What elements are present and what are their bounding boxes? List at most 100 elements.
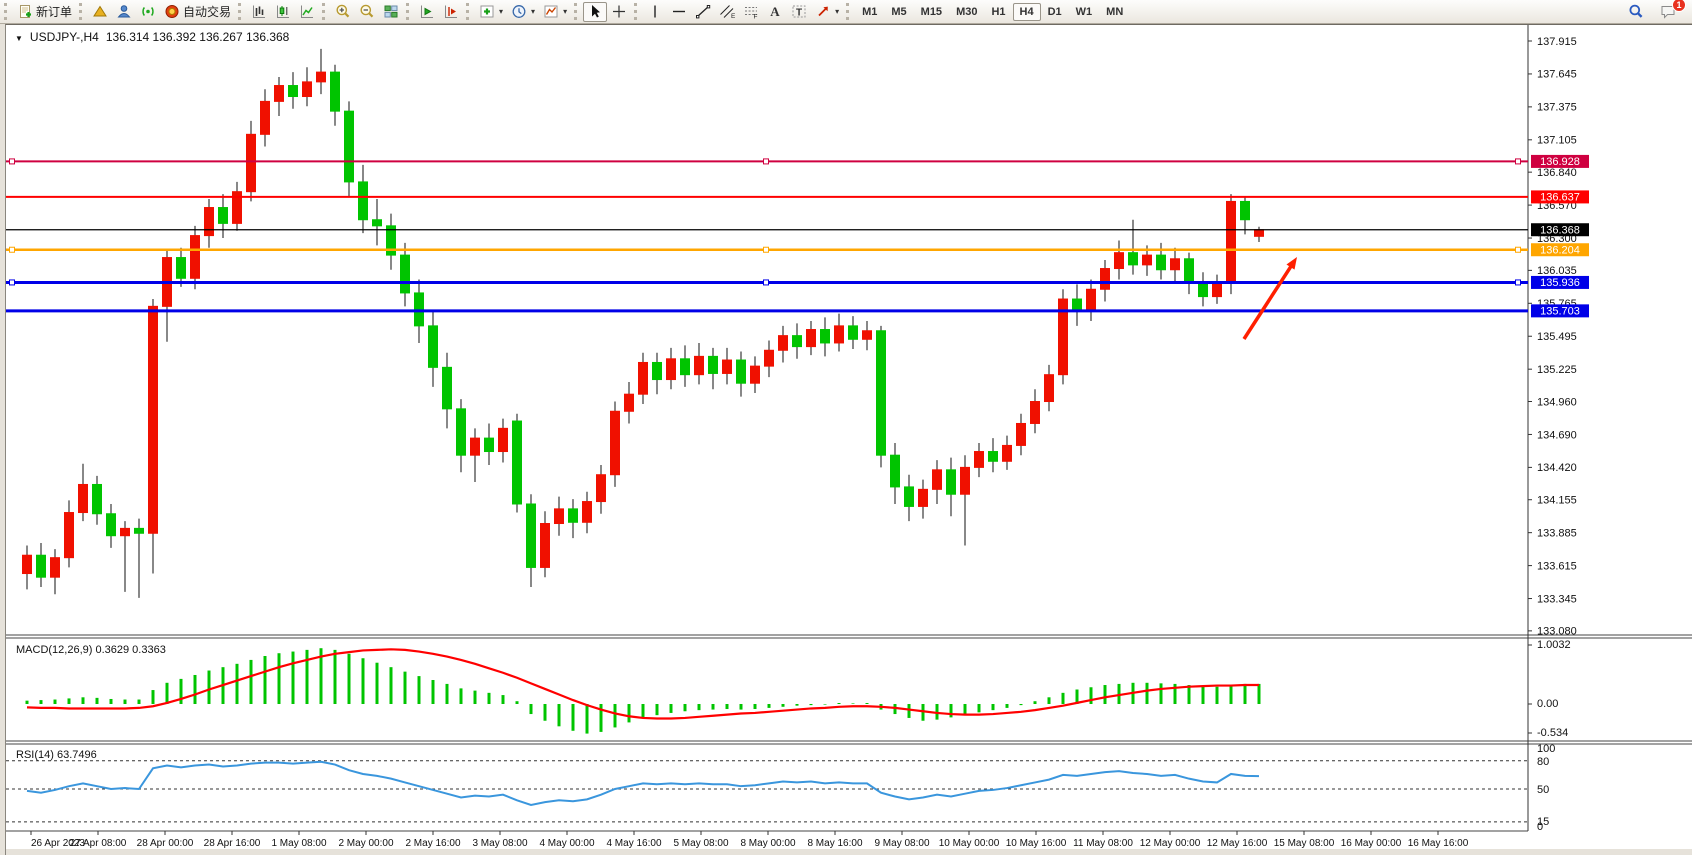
timeframe-button-d1[interactable]: D1 — [1047, 5, 1062, 18]
arrows-tool-button[interactable]: ▾ — [811, 2, 843, 22]
candle-up — [50, 557, 60, 578]
search-button[interactable] — [1624, 2, 1648, 22]
timeframe-button-h1[interactable]: H1 — [991, 5, 1006, 18]
candle-down — [484, 437, 494, 453]
templates-icon — [543, 4, 559, 19]
price-tick-label: 133.615 — [1537, 560, 1577, 572]
bar-chart-button[interactable] — [247, 2, 271, 22]
indicators-button[interactable]: ▾ — [475, 2, 507, 22]
crosshair-tool-button[interactable] — [607, 2, 631, 22]
candle-up — [932, 469, 942, 490]
candle-down — [988, 451, 998, 462]
price-tick-label: 137.105 — [1537, 135, 1577, 147]
candle-down — [1198, 281, 1208, 298]
macd-label: MACD(12,26,9) 0.3629 0.3363 — [16, 644, 166, 656]
candle-down — [890, 454, 900, 488]
rsi-line — [26, 760, 1260, 807]
tile-windows-button[interactable] — [379, 2, 403, 22]
hline-handle[interactable] — [9, 279, 15, 286]
vertical-line-tool-button[interactable] — [643, 2, 667, 22]
timeframe-button-mn[interactable]: MN — [1106, 5, 1124, 18]
candle-down — [36, 554, 46, 578]
cursor-tool-button[interactable] — [583, 1, 608, 22]
hline-handle[interactable] — [9, 158, 15, 165]
line-chart-button[interactable] — [295, 2, 319, 22]
candle-up — [64, 512, 74, 559]
candle-down — [372, 219, 382, 227]
market-watch-button[interactable] — [88, 2, 112, 22]
hline-handle[interactable] — [9, 246, 15, 253]
candle-up — [722, 359, 732, 374]
hline-handle[interactable] — [1515, 279, 1521, 286]
chart-shift-icon — [443, 4, 459, 19]
candlestick-chart-button[interactable] — [271, 2, 295, 22]
equidistant-channel-tool-button[interactable]: E — [715, 2, 739, 22]
zoom-out-button[interactable] — [355, 2, 379, 22]
signals-button[interactable] — [136, 2, 160, 22]
navigator-button[interactable] — [112, 2, 136, 22]
chart-shift-button[interactable] — [439, 2, 463, 22]
chart-canvas[interactable]: 137.915137.645137.375137.105136.840136.5… — [6, 25, 1692, 855]
timeframe-button-m1[interactable]: M1 — [862, 5, 878, 18]
candle-down — [512, 420, 522, 505]
crosshair-icon — [611, 4, 627, 19]
timeframe-button-w1[interactable]: W1 — [1075, 5, 1093, 18]
price-tick-label: 133.345 — [1537, 593, 1577, 605]
line-chart-icon — [299, 4, 315, 19]
price-tick-label: 134.420 — [1537, 462, 1577, 474]
candle-down — [386, 225, 396, 256]
new-order-icon — [17, 4, 33, 19]
time-tick-label: 16 May 16:00 — [1408, 838, 1469, 849]
periods-button[interactable]: ▾ — [507, 2, 539, 22]
macd-axis-label: 0.00 — [1537, 698, 1558, 710]
candlestick-series — [22, 48, 1264, 598]
timeframe-button-m5[interactable]: M5 — [891, 5, 907, 18]
time-tick-label: 27 Apr 08:00 — [70, 838, 127, 849]
chat-button[interactable]: 1 — [1656, 0, 1686, 22]
autotrading-button[interactable]: 自动交易 — [160, 2, 235, 22]
candle-up — [764, 349, 774, 367]
text-label-tool-button[interactable]: T — [787, 2, 811, 22]
zoom-in-button[interactable] — [331, 2, 355, 22]
horizontal-line-tool-button[interactable] — [667, 2, 691, 22]
candle-down — [400, 254, 410, 294]
candle-up — [1086, 288, 1096, 312]
price-badge-label: 135.936 — [1540, 277, 1580, 289]
toolbar-grip[interactable] — [4, 3, 9, 20]
new-order-button[interactable]: 新订单 — [13, 2, 76, 22]
auto-scroll-button[interactable] — [415, 2, 439, 22]
annotation-arrow[interactable] — [1242, 257, 1297, 340]
timeframe-button-m15[interactable]: M15 — [920, 5, 943, 18]
time-tick-label: 2 May 16:00 — [405, 838, 460, 849]
hline-handle[interactable] — [763, 279, 769, 286]
candle-down — [848, 325, 858, 340]
time-tick-label: 1 May 08:00 — [271, 838, 326, 849]
text-tool-button[interactable]: A — [763, 2, 787, 22]
candle-down — [652, 361, 662, 381]
hline-handle[interactable] — [763, 158, 769, 165]
timeframe-bar: M1 M5 M15 M30 H1 H4 D1 W1 MN — [855, 2, 1130, 21]
hline-handle[interactable] — [1515, 246, 1521, 253]
timeframe-button-m30[interactable]: M30 — [956, 5, 978, 18]
price-tick-label: 136.035 — [1537, 265, 1577, 277]
candle-up — [610, 410, 620, 476]
time-tick-label: 8 May 00:00 — [740, 838, 795, 849]
templates-button[interactable]: ▾ — [539, 2, 571, 22]
symbol-dropdown-icon[interactable]: ▼ — [15, 34, 23, 43]
chart-symbol-period: USDJPY-,H4 — [29, 30, 99, 44]
cursor-icon — [587, 4, 603, 19]
price-badge-label: 135.703 — [1540, 306, 1580, 318]
horizontal-line-icon — [671, 4, 687, 19]
candle-up — [862, 330, 872, 340]
candle-down — [358, 181, 368, 221]
hline-handle[interactable] — [1515, 158, 1521, 165]
price-tick-label: 137.915 — [1537, 36, 1577, 48]
candle-up — [1170, 258, 1180, 271]
trendline-tool-button[interactable] — [691, 2, 715, 22]
fibonacci-tool-button[interactable]: F — [739, 2, 763, 22]
hline-handle[interactable] — [763, 246, 769, 253]
autotrading-icon — [164, 4, 180, 19]
candle-down — [92, 483, 102, 515]
time-tick-label: 16 May 00:00 — [1341, 838, 1402, 849]
timeframe-button-h4[interactable]: H4 — [1012, 2, 1041, 21]
